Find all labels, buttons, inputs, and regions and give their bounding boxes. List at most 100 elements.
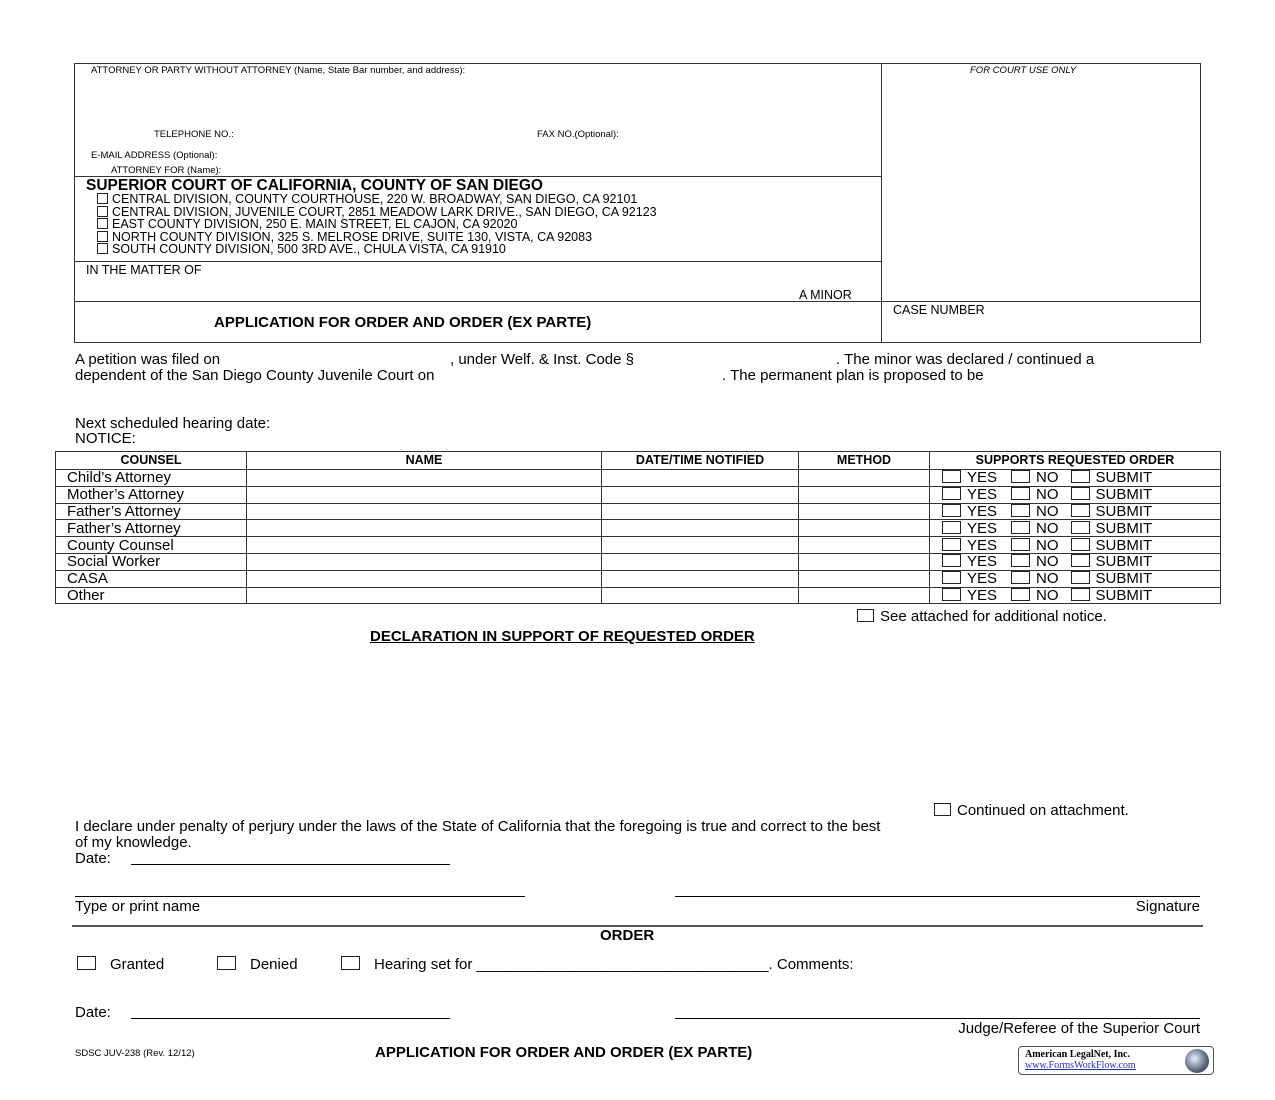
method-cell[interactable] [798,519,930,538]
date-time-cell[interactable] [601,569,799,588]
checkbox[interactable] [942,503,961,517]
checkbox[interactable] [1011,554,1031,568]
date-time-cell[interactable] [601,586,799,605]
denied-option[interactable]: Denied [217,956,298,973]
checkbox[interactable] [217,956,236,970]
checkbox[interactable] [942,587,961,601]
division-item[interactable]: NORTH COUNTY DIVISION, 325 S. MELROSE DR… [97,230,657,244]
name-cell[interactable] [246,519,602,538]
method-cell[interactable] [798,569,930,588]
method-cell[interactable] [798,485,930,504]
option-submit[interactable]: SUBMIT [1070,486,1152,503]
checkbox[interactable] [1070,520,1090,534]
checkbox[interactable] [1070,470,1090,484]
checkbox[interactable] [97,205,108,217]
checkbox[interactable] [942,537,961,551]
column-header: SUPPORTS REQUESTED ORDER [929,451,1221,470]
hearing-option[interactable]: Hearing set for ________________________… [341,956,854,973]
checkbox[interactable] [1070,554,1090,568]
date-time-cell[interactable] [601,485,799,504]
date-time-cell[interactable] [601,536,799,554]
method-cell[interactable] [798,586,930,605]
judge-signature-field[interactable] [675,1018,1200,1019]
option-no[interactable]: NO [1011,520,1059,537]
date-time-cell[interactable] [601,519,799,538]
checkbox[interactable] [1070,537,1090,551]
method-cell[interactable] [798,502,930,521]
name-cell[interactable] [246,502,602,521]
option-yes[interactable]: YES [942,520,997,537]
checkbox[interactable] [1070,503,1090,517]
order-date-field[interactable] [131,1018,450,1019]
option-submit[interactable]: SUBMIT [1070,570,1152,587]
checkbox[interactable] [1011,487,1031,501]
name-field[interactable] [75,896,525,897]
checkbox[interactable] [942,470,961,484]
option-no[interactable]: NO [1011,553,1059,570]
checkbox[interactable] [1011,537,1031,551]
checkbox[interactable] [97,230,108,242]
option-yes[interactable]: YES [942,587,997,604]
division-item[interactable]: SOUTH COUNTY DIVISION, 500 3RD AVE., CHU… [97,243,657,256]
checkbox[interactable] [1070,571,1090,585]
option-submit[interactable]: SUBMIT [1070,520,1152,537]
checkbox[interactable] [1011,470,1031,484]
see-attached-option[interactable]: See attached for additional notice. [857,608,1107,625]
date-field[interactable] [131,864,450,865]
option-yes[interactable]: YES [942,486,997,503]
name-cell[interactable] [246,569,602,588]
method-cell[interactable] [798,469,930,487]
date-time-cell[interactable] [601,469,799,487]
option-no[interactable]: NO [1011,486,1059,503]
checkbox[interactable] [942,520,961,534]
name-cell[interactable] [246,469,602,487]
option-no[interactable]: NO [1011,570,1059,587]
supports-cell: YES NO SUBMIT [929,485,1221,504]
checkbox[interactable] [97,193,108,204]
method-cell[interactable] [798,536,930,554]
checkbox[interactable] [942,571,961,585]
option-submit[interactable]: SUBMIT [1070,587,1152,604]
option-no[interactable]: NO [1011,537,1059,554]
granted-option[interactable]: Granted [77,956,164,973]
checkbox[interactable] [341,956,360,970]
option-submit[interactable]: SUBMIT [1070,469,1152,486]
option-no[interactable]: NO [1011,469,1059,486]
checkbox[interactable] [77,956,96,970]
name-cell[interactable] [246,586,602,605]
date-time-cell[interactable] [601,502,799,521]
name-cell[interactable] [246,536,602,554]
checkbox[interactable] [1070,587,1090,601]
division-item[interactable]: EAST COUNTY DIVISION, 250 E. MAIN STREET… [97,218,657,231]
option-yes[interactable]: YES [942,503,997,520]
checkbox[interactable] [1011,503,1031,517]
date-time-cell[interactable] [601,552,799,571]
option-yes[interactable]: YES [942,553,997,570]
checkbox[interactable] [1011,587,1031,601]
option-no[interactable]: NO [1011,587,1059,604]
checkbox[interactable] [942,554,961,568]
name-cell[interactable] [246,485,602,504]
option-no[interactable]: NO [1011,503,1059,520]
method-cell[interactable] [798,552,930,571]
option-yes[interactable]: YES [942,537,997,554]
signature-field[interactable] [675,896,1200,897]
checkbox[interactable] [97,218,108,230]
checkbox[interactable] [1070,487,1090,501]
continued-option[interactable]: Continued on attachment. [934,802,1129,819]
option-yes[interactable]: YES [942,570,997,587]
checkbox[interactable] [97,243,108,255]
division-item[interactable]: CENTRAL DIVISION, COUNTY COURTHOUSE, 220… [97,193,657,206]
checkbox[interactable] [857,609,874,622]
name-cell[interactable] [246,552,602,571]
logo-link[interactable]: www.FormsWorkFlow.com [1025,1060,1136,1071]
option-submit[interactable]: SUBMIT [1070,503,1152,520]
option-submit[interactable]: SUBMIT [1070,537,1152,554]
checkbox[interactable] [1011,571,1031,585]
checkbox[interactable] [1011,520,1031,534]
division-item[interactable]: CENTRAL DIVISION, JUVENILE COURT, 2851 M… [97,205,657,219]
option-submit[interactable]: SUBMIT [1070,553,1152,570]
checkbox[interactable] [934,803,951,816]
option-yes[interactable]: YES [942,469,997,486]
checkbox[interactable] [942,487,961,501]
